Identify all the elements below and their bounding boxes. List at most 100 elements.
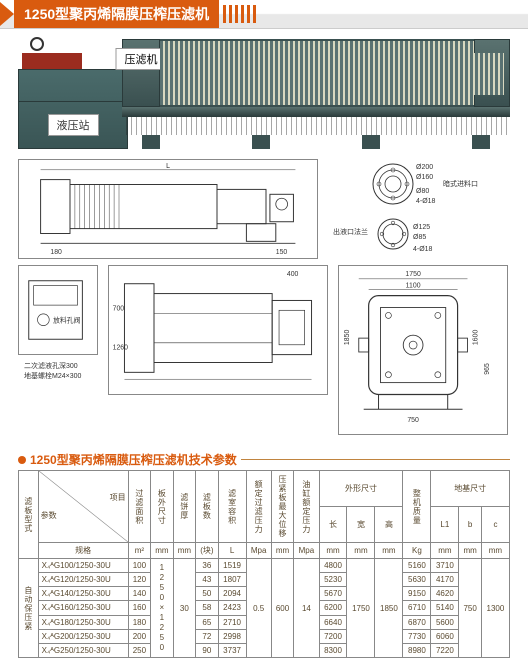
col-plate-type: 滤板型式 xyxy=(19,471,39,559)
cell-spec: X₄ᴬG100/1250-30U xyxy=(38,559,128,573)
cell-height: 1850 xyxy=(375,559,403,658)
svg-text:1260: 1260 xyxy=(113,345,128,352)
technical-diagrams: L 180 150 xyxy=(0,153,528,447)
page-title: 1250型聚丙烯隔膜压榨压滤机 xyxy=(14,0,219,28)
col-plates: 滤板数 xyxy=(196,471,218,543)
unit-mm-2: mm xyxy=(173,543,195,559)
cell-length: 4800 xyxy=(319,559,347,573)
filter-press-machine: 压滤机 xyxy=(122,39,510,149)
unit-mpa-2: Mpa xyxy=(294,543,319,559)
cell-weight: 6710 xyxy=(403,601,431,615)
dim-L: L xyxy=(166,163,170,170)
cell-L1: 7220 xyxy=(431,643,459,657)
svg-text:Ø125: Ø125 xyxy=(413,224,430,231)
cell-length: 6200 xyxy=(319,601,347,615)
cell-area: 250 xyxy=(128,643,151,657)
title-arrow-icon xyxy=(0,2,14,26)
cell-weight: 6870 xyxy=(403,615,431,629)
table-row: 自动保压紧X₄ᴬG100/1250-30U1001250×12503036151… xyxy=(19,559,510,573)
col-L1: L1 xyxy=(431,507,459,543)
cell-area: 200 xyxy=(128,629,151,643)
cell-plates: 58 xyxy=(196,601,218,615)
group-label: 自动保压紧 xyxy=(19,559,39,658)
col-vol: 滤室容积 xyxy=(218,471,246,543)
cell-area: 140 xyxy=(128,587,151,601)
svg-text:965: 965 xyxy=(484,363,491,375)
svg-text:1750: 1750 xyxy=(405,271,421,278)
cell-L1: 6060 xyxy=(431,629,459,643)
cell-plates: 90 xyxy=(196,643,218,657)
diagram-hydraulic: 放料孔阀 xyxy=(18,265,98,355)
col-pressure: 额定过滤压力 xyxy=(246,471,271,543)
unit-mm-5: mm xyxy=(347,543,375,559)
cell-weight: 7730 xyxy=(403,629,431,643)
col-height: 高 xyxy=(375,507,403,543)
cell-weight: 8980 xyxy=(403,643,431,657)
svg-text:700: 700 xyxy=(113,305,125,312)
cell-cake: 30 xyxy=(173,559,195,658)
cell-b: 750 xyxy=(459,559,482,658)
cell-plates: 50 xyxy=(196,587,218,601)
svg-text:放料孔阀: 放料孔阀 xyxy=(53,316,80,325)
cell-length: 5670 xyxy=(319,587,347,601)
hdr-spec: 规格 xyxy=(38,543,128,559)
title-stripes-icon xyxy=(223,5,259,23)
svg-text:1100: 1100 xyxy=(406,283,421,290)
cell-vol: 1519 xyxy=(218,559,246,573)
svg-text:Ø85: Ø85 xyxy=(413,234,426,241)
svg-text:1850: 1850 xyxy=(344,330,351,346)
cell-L1: 5140 xyxy=(431,601,459,615)
cell-vol: 3737 xyxy=(218,643,246,657)
cell-area: 120 xyxy=(128,573,151,587)
col-plate-size: 板外尺寸 xyxy=(151,471,173,543)
dim-180: 180 xyxy=(50,249,62,256)
col-cake: 滤饼厚 xyxy=(173,471,195,543)
cell-length: 5230 xyxy=(319,573,347,587)
params-section-title: 1250型聚丙烯隔膜压榨压滤机技术参数 xyxy=(0,447,528,470)
unit-mpa-1: Mpa xyxy=(246,543,271,559)
hydraulic-motor xyxy=(22,53,82,69)
cell-vol: 2998 xyxy=(218,629,246,643)
cell-vol: 2423 xyxy=(218,601,246,615)
cell-weight: 5160 xyxy=(403,559,431,573)
unit-kg: Kg xyxy=(403,543,431,559)
params-title-text: 1250型聚丙烯隔膜压榨压滤机技术参数 xyxy=(30,451,237,468)
col-length: 长 xyxy=(319,507,347,543)
note-filter-hole: 二次滤液孔深300 xyxy=(24,361,98,371)
hydraulic-label: 液压站 xyxy=(48,114,99,136)
cell-cylp: 14 xyxy=(294,559,319,658)
svg-text:暗式进料口: 暗式进料口 xyxy=(443,179,478,188)
unit-L: L xyxy=(218,543,246,559)
cell-spec: X₄ᴬG120/1250-30U xyxy=(38,573,128,587)
cell-spec: X₄ᴬG250/1250-30U xyxy=(38,643,128,657)
col-c: c xyxy=(481,507,509,543)
cell-plates: 36 xyxy=(196,559,218,573)
cell-L1: 4620 xyxy=(431,587,459,601)
svg-text:4-Ø18: 4-Ø18 xyxy=(413,246,433,253)
diagram-top-view: 400 700 1260 xyxy=(108,265,328,395)
product-illustration: 液压站 压滤机 xyxy=(0,29,528,153)
unit-mm-8: mm xyxy=(459,543,482,559)
hydraulic-station: 液压站 xyxy=(18,37,128,149)
unit-mm-4: mm xyxy=(319,543,347,559)
svg-text:Ø200: Ø200 xyxy=(416,164,433,171)
dim-150: 150 xyxy=(276,249,288,256)
col-outerdim: 外形尺寸 xyxy=(319,471,403,507)
svg-text:出液口法兰: 出液口法兰 xyxy=(333,227,368,236)
divider xyxy=(241,459,510,460)
note-anchor-bolt: 地基螺栓M24×300 xyxy=(24,371,98,381)
cell-area: 180 xyxy=(128,615,151,629)
unit-pcs: (块) xyxy=(196,543,218,559)
cell-vol: 2094 xyxy=(218,587,246,601)
cell-weight: 9150 xyxy=(403,587,431,601)
bullet-icon xyxy=(18,456,26,464)
unit-mm-6: mm xyxy=(375,543,403,559)
cell-width: 1750 xyxy=(347,559,375,658)
unit-m2: m² xyxy=(128,543,151,559)
cell-spec: X₄ᴬG140/1250-30U xyxy=(38,587,128,601)
diagram-flanges: Ø200 Ø160 Ø80 4-Ø18 暗式进料口 Ø125 Ø85 4-Ø18… xyxy=(328,159,498,259)
cell-spec: X₄ᴬG160/1250-30U xyxy=(38,601,128,615)
cell-plate-size: 1250×1250 xyxy=(151,559,173,658)
cell-pressure: 0.5 xyxy=(246,559,271,658)
diagram-front-view: 1750 1100 750 1850 1600 9 xyxy=(338,265,508,435)
